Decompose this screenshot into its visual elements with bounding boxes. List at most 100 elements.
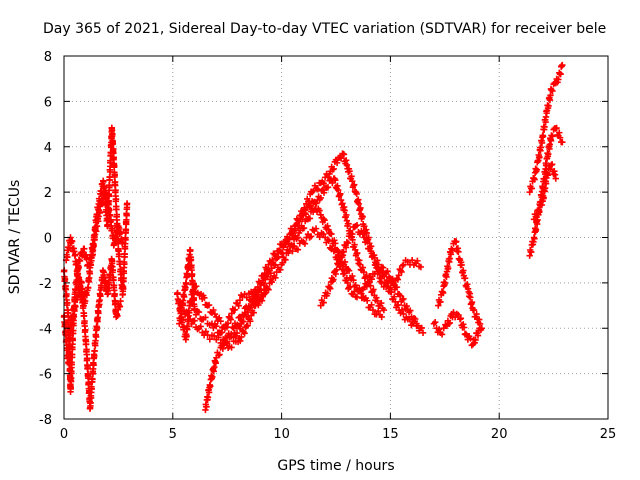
data-point-interp bbox=[90, 241, 97, 248]
data-point-interp bbox=[232, 332, 240, 340]
data-point-interp bbox=[536, 153, 543, 161]
x-tick-label: 20 bbox=[491, 427, 508, 442]
x-axis-label: GPS time / hours bbox=[277, 458, 394, 474]
data-point-interp bbox=[360, 268, 368, 276]
data-point-interp bbox=[306, 215, 314, 222]
data-point-interp bbox=[197, 323, 204, 330]
data-point bbox=[374, 297, 381, 305]
y-tick-label: -2 bbox=[39, 277, 52, 292]
y-tick-label: 2 bbox=[44, 186, 52, 201]
data-point bbox=[117, 297, 124, 305]
data-point-interp bbox=[341, 270, 348, 277]
data-point-interp bbox=[177, 317, 184, 324]
data-point-interp bbox=[91, 347, 98, 355]
data-point-interp bbox=[206, 336, 213, 343]
data-point-interp bbox=[359, 213, 366, 221]
data-point bbox=[413, 322, 420, 330]
data-point-interp bbox=[547, 92, 554, 99]
data-point-interp bbox=[399, 296, 406, 303]
data-point-interp bbox=[380, 269, 387, 276]
data-point-interp bbox=[261, 270, 268, 277]
data-point-interp bbox=[192, 283, 200, 290]
data-point-interp bbox=[474, 332, 482, 339]
data-point-interp bbox=[265, 286, 272, 293]
data-point-interp bbox=[295, 218, 303, 225]
data-point-interp bbox=[396, 292, 404, 299]
data-point-interp bbox=[187, 256, 195, 264]
data-point-interp bbox=[120, 270, 128, 277]
data-point-interp bbox=[321, 217, 328, 224]
data-point-interp bbox=[93, 324, 101, 331]
data-point-interp bbox=[83, 256, 90, 263]
data-point-interp bbox=[174, 289, 181, 297]
data-point-interp bbox=[366, 243, 374, 250]
data-point-interp bbox=[411, 318, 418, 325]
data-point-interp bbox=[260, 274, 267, 282]
data-point-interp bbox=[549, 133, 556, 140]
data-point-interp bbox=[71, 307, 78, 315]
data-point-interp bbox=[249, 296, 257, 303]
data-point-interp bbox=[111, 162, 118, 170]
data-point-interp bbox=[533, 166, 540, 173]
data-point-interp bbox=[457, 315, 465, 322]
series-track-k bbox=[430, 309, 483, 349]
data-point-interp bbox=[82, 326, 89, 333]
series-track-n bbox=[530, 161, 559, 223]
data-point-interp bbox=[100, 182, 108, 190]
data-point-interp bbox=[180, 293, 188, 301]
x-tick-label: 25 bbox=[600, 427, 617, 442]
data-point-interp bbox=[373, 294, 380, 301]
data-point-interp bbox=[183, 332, 190, 340]
data-point-interp bbox=[300, 224, 308, 232]
data-point-interp bbox=[353, 221, 361, 229]
data-point-interp bbox=[351, 288, 358, 295]
data-point-interp bbox=[237, 325, 244, 332]
data-point bbox=[260, 291, 268, 298]
y-tick-label: -6 bbox=[39, 368, 52, 383]
data-point-interp bbox=[234, 321, 241, 328]
data-point-interp bbox=[386, 285, 393, 292]
data-point-interp bbox=[227, 316, 235, 323]
data-point-interp bbox=[555, 76, 562, 83]
data-point-interp bbox=[231, 306, 239, 313]
data-point-interp bbox=[350, 276, 357, 284]
data-point-interp bbox=[203, 403, 210, 411]
data-point-interp bbox=[217, 317, 224, 325]
grid-lines bbox=[64, 56, 608, 419]
data-point-interp bbox=[65, 360, 72, 367]
data-point-interp bbox=[84, 284, 92, 292]
data-point-interp bbox=[438, 331, 446, 338]
data-point-interp bbox=[93, 223, 101, 230]
data-point-interp bbox=[340, 248, 347, 255]
data-point-interp bbox=[337, 258, 344, 265]
data-point-interp bbox=[324, 174, 332, 181]
data-point-interp bbox=[528, 248, 535, 256]
x-tick-label: 15 bbox=[382, 427, 399, 442]
data-point-interp bbox=[119, 285, 127, 292]
data-point-interp bbox=[68, 321, 75, 329]
y-tick-labels: -8 -6 -4 -2 0 2 4 6 8 bbox=[39, 50, 608, 428]
data-point-interp bbox=[334, 253, 341, 260]
data-point-interp bbox=[83, 355, 91, 362]
data-point-interp bbox=[320, 230, 327, 238]
data-point-interp bbox=[216, 351, 223, 358]
data-point-interp bbox=[82, 297, 89, 305]
data-point-interp bbox=[441, 279, 449, 287]
data-point-interp bbox=[532, 226, 540, 233]
data-point-interp bbox=[290, 228, 297, 235]
data-point-interp bbox=[341, 207, 348, 214]
data-point-interp bbox=[271, 261, 279, 269]
data-point-interp bbox=[320, 299, 327, 306]
data-point-interp bbox=[64, 299, 71, 307]
data-point-interp bbox=[109, 130, 116, 138]
data-point-interp bbox=[539, 133, 547, 140]
data-point-interp bbox=[384, 267, 391, 275]
data-point-interp bbox=[531, 235, 538, 242]
data-point-interp bbox=[111, 172, 118, 179]
series-track-c bbox=[62, 188, 126, 309]
data-point-interp bbox=[541, 123, 548, 131]
data-point-interp bbox=[202, 314, 209, 321]
data-point-interp bbox=[112, 187, 119, 194]
data-point-interp bbox=[237, 316, 245, 323]
